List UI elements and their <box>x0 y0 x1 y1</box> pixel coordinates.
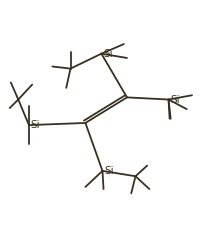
Text: Si: Si <box>104 166 114 176</box>
Text: Si: Si <box>103 49 113 59</box>
Text: Si: Si <box>170 94 180 104</box>
Text: Si: Si <box>31 120 40 130</box>
